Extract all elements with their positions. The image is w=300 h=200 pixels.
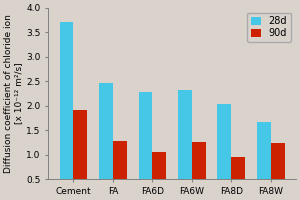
Bar: [60, 22, 74, 200]
Bar: [99, 83, 113, 200]
Y-axis label: Diffusion coefficient of chloride ion
[x 10⁻¹² m²/s]: Diffusion coefficient of chloride ion [x…: [4, 14, 24, 173]
Bar: [257, 122, 271, 200]
Bar: [74, 110, 87, 200]
Bar: [113, 141, 127, 200]
Bar: [178, 90, 192, 200]
Bar: [139, 92, 152, 200]
Bar: [218, 104, 231, 200]
Bar: [271, 143, 285, 200]
Bar: [152, 152, 166, 200]
Legend: 28d, 90d: 28d, 90d: [247, 13, 291, 42]
Bar: [231, 157, 245, 200]
Bar: [192, 142, 206, 200]
